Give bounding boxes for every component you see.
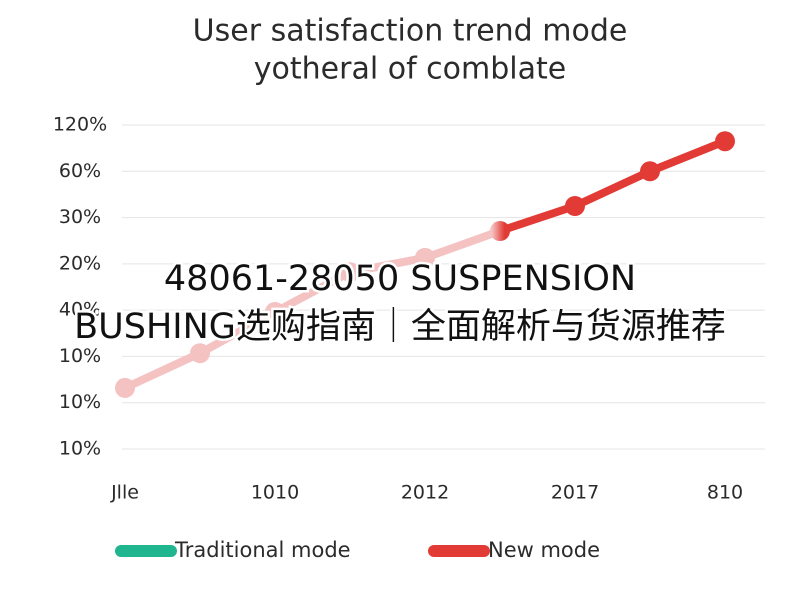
overlay: 48061-28050 SUSPENSION BUSHING选购指南｜全面解析与… [72,257,729,350]
data-point [490,220,510,241]
plot-area: 10% 10% 10% 40% 20% 30% 60% 120% Jlle 1010 2012 201… [53,114,765,562]
legend-label: New mode [488,538,600,562]
x-tick-label: 2017 [551,482,599,504]
x-tick-label: 810 [707,482,743,504]
y-tick-label: 10% [59,391,101,413]
data-point [265,301,285,322]
legend-label: Traditional mode [174,538,351,562]
chart-title: yotheral of comblate [254,52,566,87]
data-point [715,131,735,152]
chart-title: User satisfaction trend mode [193,14,628,49]
data-point [340,262,360,283]
overlay-text: BUSHING选购指南｜全面解析与货源推荐 [74,307,726,347]
y-tick-label: 10% [59,438,101,460]
data-point [115,377,135,398]
y-tick-label: 20% [59,252,101,274]
x-tick-label: 1010 [251,482,299,504]
x-tick-label: Jlle [110,482,139,504]
data-point [190,343,210,364]
y-tick-label: 120% [53,114,107,136]
y-tick-label: 10% [59,345,101,367]
data-point [415,247,435,268]
x-tick-label: 2012 [401,482,449,504]
overlay-text: 48061-28050 SUSPENSION [164,259,636,299]
data-point [640,161,660,182]
data-point [565,196,585,216]
y-tick-label: 40% [59,299,101,321]
y-tick-label: 30% [59,206,101,228]
y-tick-label: 60% [59,160,101,182]
